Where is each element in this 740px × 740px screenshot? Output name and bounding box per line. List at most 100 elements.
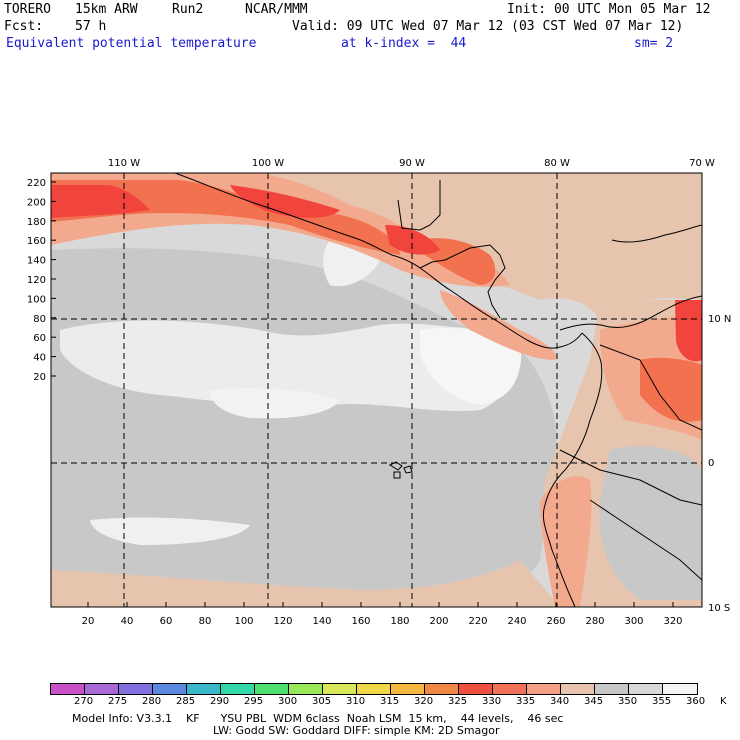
lat-label-10n: 10 N: [708, 314, 731, 325]
colorbar-label: 340: [550, 696, 570, 707]
x-tick-label: 280: [585, 616, 604, 627]
colorbar-label: 295: [244, 696, 264, 707]
colorbar-label: 325: [448, 696, 468, 707]
physics-info-line: LW: Godd SW: Goddard DIFF: simple KM: 2D…: [213, 724, 500, 737]
lat-lon-grid: [51, 173, 702, 607]
colorbar-label: 345: [584, 696, 604, 707]
colorbar-label: 360: [686, 696, 706, 707]
lat-label-10s: 10 S: [708, 603, 730, 614]
x-tick-label: 240: [507, 616, 526, 627]
field-salmon-peru: [540, 476, 592, 607]
colorbar-swatch: [629, 684, 663, 694]
colorbar-label: 310: [346, 696, 366, 707]
y-tick-label: 200: [27, 197, 46, 208]
colorbar-label: 355: [652, 696, 672, 707]
colorbar-swatch: [391, 684, 425, 694]
x-tick-label: 60: [160, 616, 173, 627]
x-tick-label: 160: [351, 616, 370, 627]
map-field: [51, 173, 702, 607]
x-tick-label: 260: [546, 616, 565, 627]
x-tick-label: 120: [273, 616, 292, 627]
x-tick-label: 220: [468, 616, 487, 627]
smoothing-label: sm= 2: [634, 36, 674, 51]
model-name: TORERO: [4, 2, 51, 17]
peru-brazil-border: [589, 499, 702, 581]
colorbar-swatch: [51, 684, 85, 694]
colorbar-label: 320: [414, 696, 434, 707]
run-label: Run2: [172, 2, 204, 17]
y-tick-label: 160: [27, 236, 46, 247]
field-tan-south: [51, 560, 560, 607]
valid-time: Valid: 09 UTC Wed 07 Mar 12 (03 CST Wed …: [292, 19, 684, 34]
colorbar-label: 335: [516, 696, 536, 707]
x-tick-label: 200: [429, 616, 448, 627]
y-tick-label: 40: [33, 353, 46, 364]
colorbar-swatch: [425, 684, 459, 694]
colorbar-label: 290: [210, 696, 230, 707]
field-red-guatemala: [385, 225, 440, 255]
colorbar-label: K: [720, 696, 727, 707]
honduras-coast: [419, 244, 506, 319]
fcst-value: 57 h: [75, 19, 107, 34]
field-white-patch-3: [90, 517, 250, 545]
colorbar-label: 280: [142, 696, 162, 707]
x-tick-label: 320: [663, 616, 682, 627]
x-tick-label: 80: [199, 616, 212, 627]
org-label: NCAR/MMM: [245, 2, 308, 17]
colorbar-label: 275: [108, 696, 128, 707]
colorbar: [50, 683, 698, 695]
y-tick-label: 80: [33, 314, 46, 325]
colorbar-swatch: [323, 684, 357, 694]
colorbar-swatch: [357, 684, 391, 694]
caribbean-coast-south-america: [559, 295, 702, 331]
colorbar-swatch: [459, 684, 493, 694]
colorbar-swatch: [527, 684, 561, 694]
model-resolution: 15km ARW: [75, 2, 138, 17]
colorbar-label: 305: [312, 696, 332, 707]
y-axis-ticks: 220 200 180 160 140 120 100 80 60 40 20: [27, 178, 56, 383]
colorbar-label: 315: [380, 696, 400, 707]
model-info-line: Model Info: V3.3.1 KF YSU PBL WDM 6class…: [72, 712, 564, 725]
map-frame: [50, 172, 703, 608]
x-tick-label: 140: [312, 616, 331, 627]
field-red-mexico-south: [230, 185, 340, 218]
field-red-venezuela: [675, 300, 702, 362]
colorbar-swatch: [255, 684, 289, 694]
coastlines: [174, 173, 702, 607]
colorbar-swatch: [153, 684, 187, 694]
caribbean-islands: [611, 224, 702, 243]
colorbar-swatch: [187, 684, 221, 694]
pacific-coast-south-america: [542, 332, 603, 607]
colorbar-label: 285: [176, 696, 196, 707]
colorbar-label: 300: [278, 696, 298, 707]
andes-border-colombia: [599, 344, 702, 431]
map-figure: 110 W 100 W 90 W 80 W 70 W 10 N 0 10 S 2…: [27, 158, 731, 627]
lon-label-90w: 90 W: [399, 158, 425, 169]
lat-label-0: 0: [708, 458, 714, 469]
y-tick-label: 140: [27, 256, 46, 267]
y-tick-label: 120: [27, 275, 46, 286]
colorbar-swatch: [289, 684, 323, 694]
colorbar-swatch: [493, 684, 527, 694]
lon-label-110w: 110 W: [108, 158, 140, 169]
colorbar-swatch: [221, 684, 255, 694]
colorbar-label: 330: [482, 696, 502, 707]
y-tick-label: 20: [33, 372, 46, 383]
field-white-core: [420, 328, 522, 405]
field-title: Equivalent potential temperature: [6, 36, 257, 51]
x-axis-ticks: 20 40 60 80 100 120 140 160 180 200 220 240 260 280 30…: [82, 602, 683, 627]
y-tick-label: 60: [33, 333, 46, 344]
field-orangered-mexico: [51, 180, 400, 255]
y-tick-label: 180: [27, 217, 46, 228]
level-label: at k-index = 44: [341, 36, 467, 51]
colorbar-label: 350: [618, 696, 638, 707]
field-orangered-venezuela: [640, 357, 702, 422]
x-tick-label: 20: [82, 616, 95, 627]
init-time: Init: 00 UTC Mon 05 Mar 12: [507, 2, 711, 17]
x-tick-label: 300: [624, 616, 643, 627]
colorbar-swatch: [663, 684, 697, 694]
lon-label-100w: 100 W: [252, 158, 284, 169]
field-red-mexico-west: [51, 185, 150, 218]
y-tick-label: 100: [27, 294, 46, 305]
field-white-patch-2: [210, 388, 340, 419]
